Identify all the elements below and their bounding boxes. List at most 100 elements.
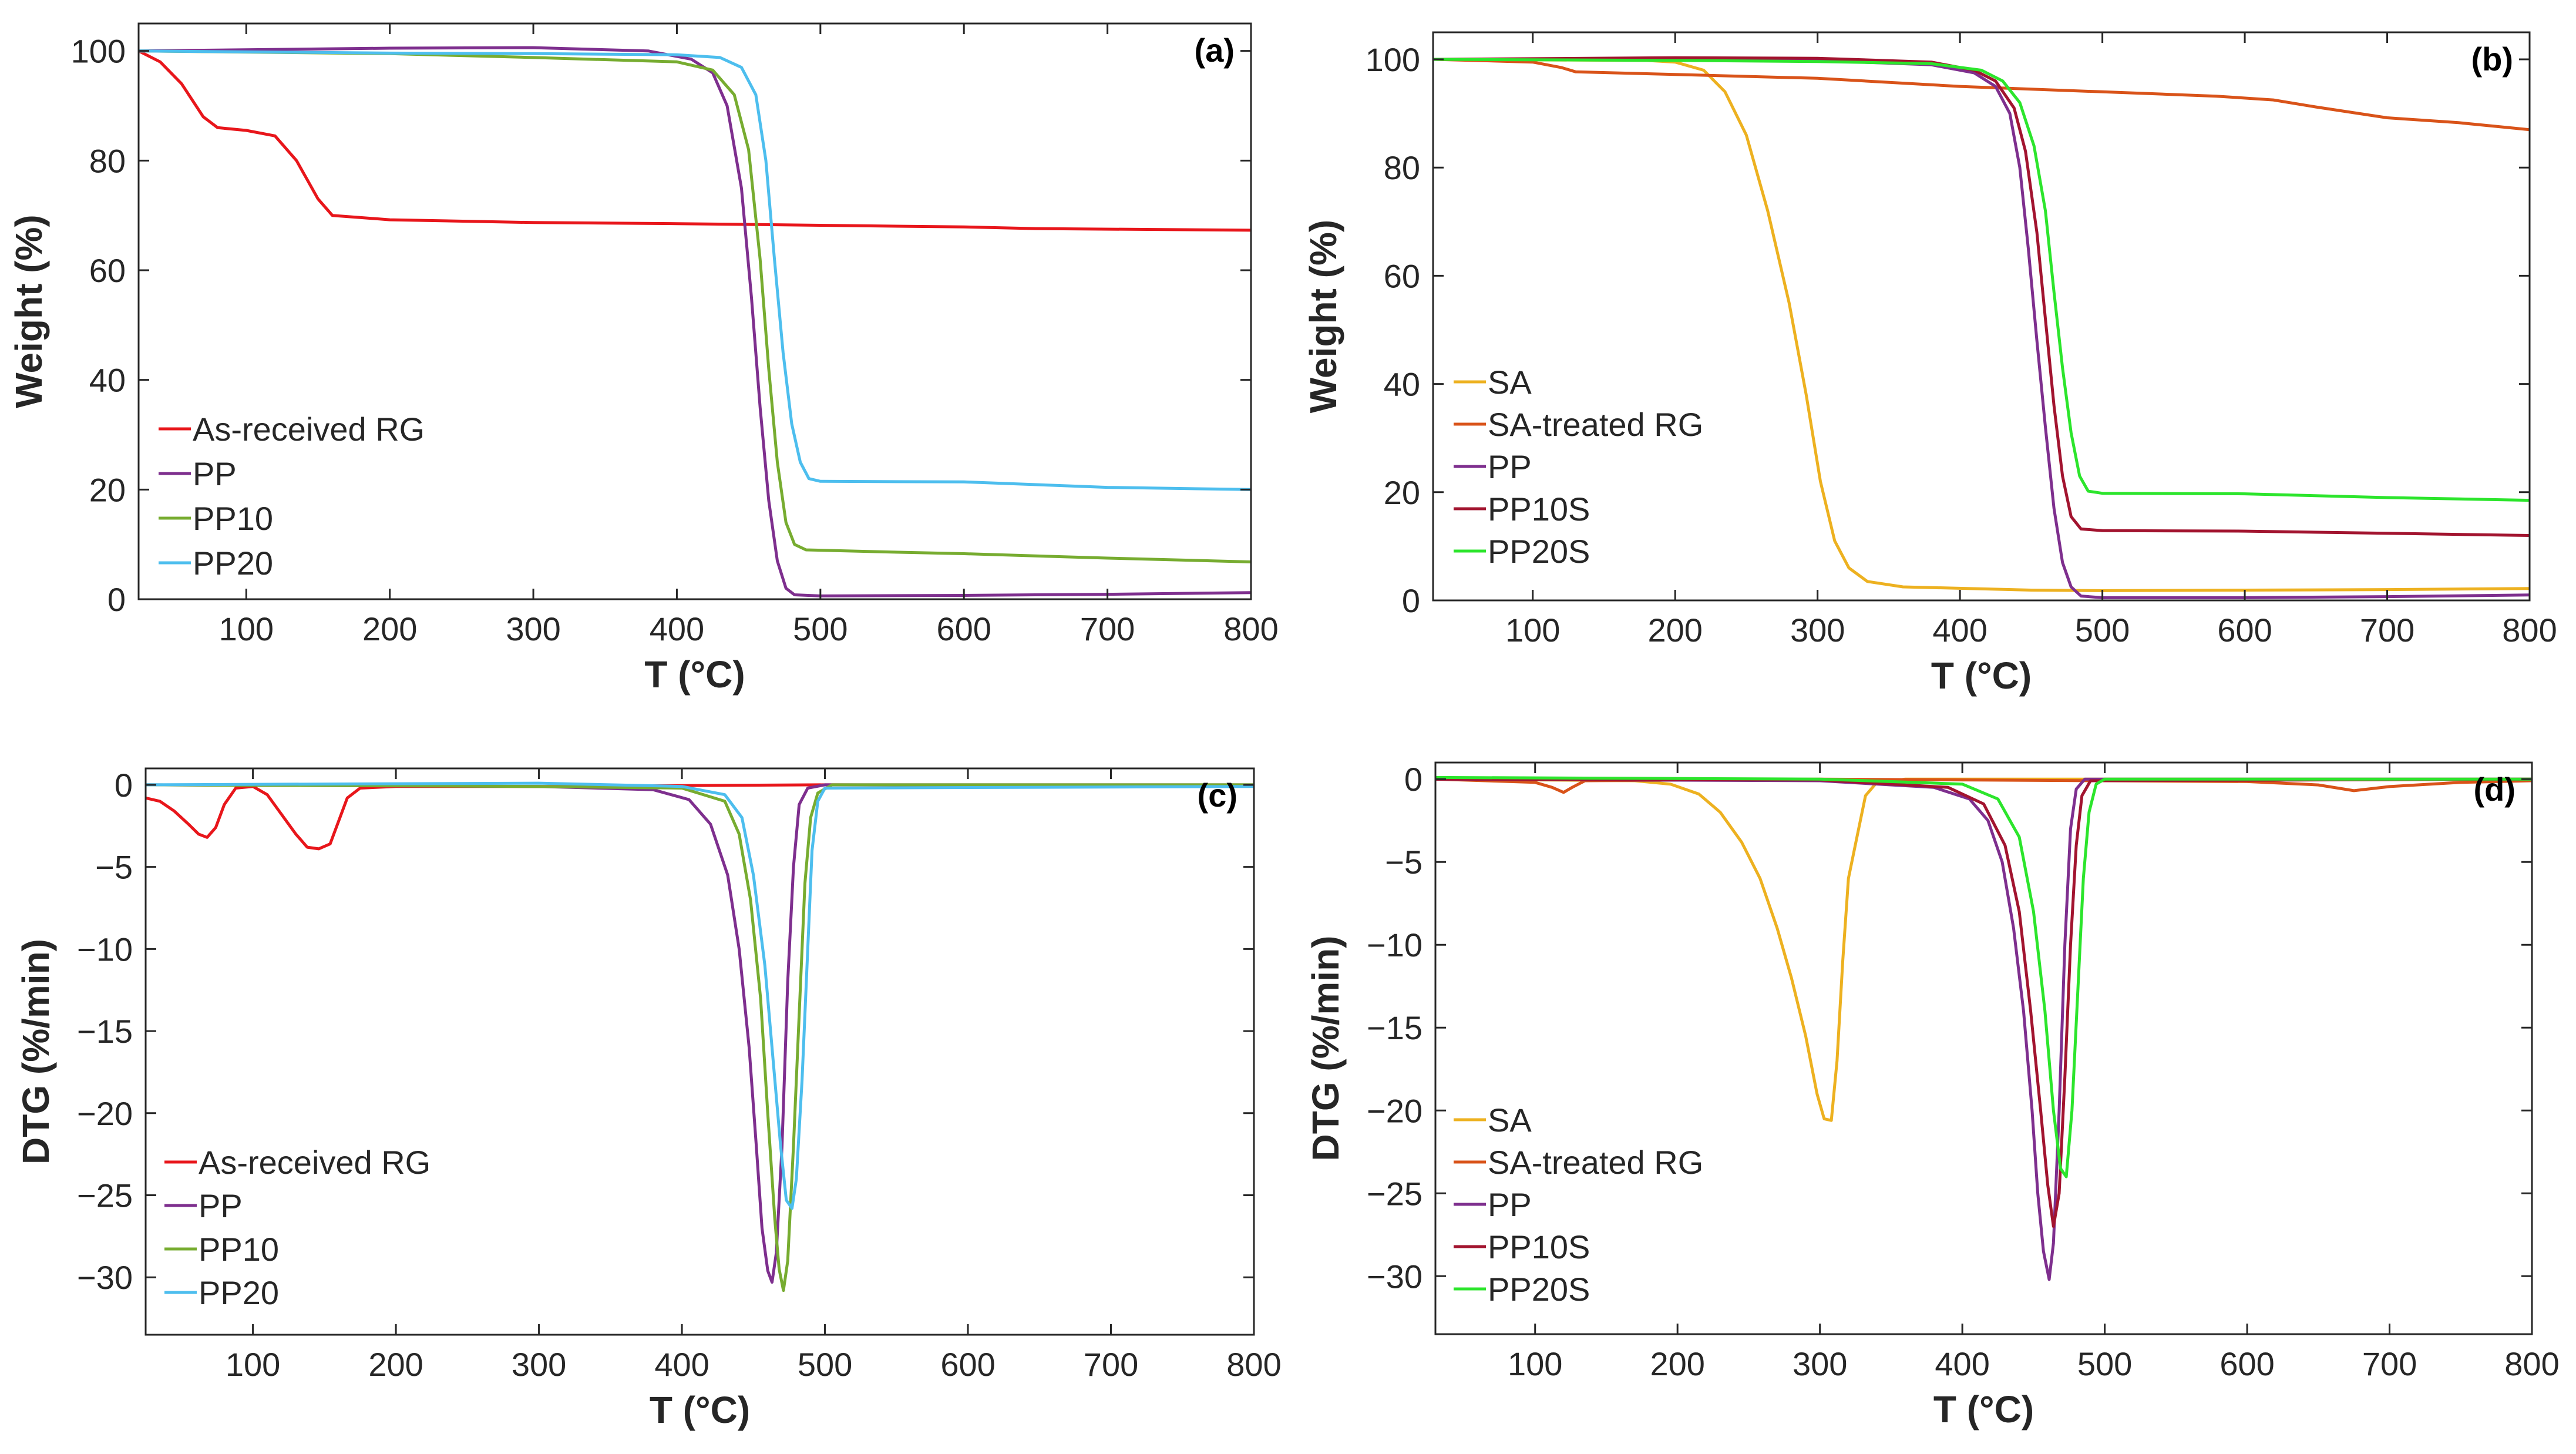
x-tick-label-b-6: 700 <box>2360 612 2414 649</box>
y-tick-label-c-6: 0 <box>115 767 133 804</box>
x-tick-label-d-1: 200 <box>1650 1345 1704 1382</box>
series-line-c-2 <box>146 783 1254 1292</box>
legend-label-c-0: As-received RG <box>199 1144 431 1181</box>
series-line-b-3 <box>1433 56 2530 537</box>
y-tick-label-a-1: 20 <box>89 471 126 508</box>
y-axis-label-a: Weight (%) <box>8 214 50 408</box>
legend-label-d-1: SA-treated RG <box>1488 1144 1703 1181</box>
series-line-d-4 <box>1435 775 2532 1178</box>
x-tick-label-b-4: 500 <box>2075 612 2130 649</box>
legend-label-b-3: PP10S <box>1488 491 1590 528</box>
panel-b: 100 200 300 400 500 600 700 800 0 20 40 60 80 100 T (°… <box>1302 31 2557 697</box>
x-tick-label-a-0: 100 <box>219 610 274 647</box>
y-tick-label-c-5: −5 <box>95 849 133 886</box>
x-tick-label-c-2: 300 <box>512 1346 566 1383</box>
series-line-a-0 <box>139 49 1251 232</box>
legend-label-b-4: PP20S <box>1488 533 1590 570</box>
x-tick-label-a-3: 400 <box>650 610 704 647</box>
x-tick-label-c-0: 100 <box>226 1346 280 1383</box>
legend-label-a-3: PP20 <box>193 545 273 582</box>
x-tick-label-d-7: 800 <box>2504 1345 2559 1382</box>
panel-tag-d: (d) <box>2473 771 2516 808</box>
x-tick-label-b-5: 600 <box>2217 612 2272 649</box>
x-tick-label-b-3: 400 <box>1932 612 1987 649</box>
y-tick-label-c-0: −30 <box>77 1259 133 1296</box>
y-tick-label-b-4: 80 <box>1384 149 1420 186</box>
series-line-d-1 <box>1435 777 2532 794</box>
x-tick-label-d-4: 500 <box>2077 1345 2132 1382</box>
y-axis-label-b: Weight (%) <box>1302 220 1344 413</box>
series-line-a-2 <box>139 49 1251 563</box>
series-line-d-3 <box>1435 777 2532 1228</box>
x-tick-label-c-3: 400 <box>654 1346 709 1383</box>
y-tick-label-b-1: 20 <box>1384 474 1420 511</box>
legend-label-b-1: SA-treated RG <box>1488 406 1703 443</box>
x-tick-label-c-1: 200 <box>368 1346 423 1383</box>
panel-c: 100 200 300 400 500 600 700 800 −30 −25 −20 −15 −10 −… <box>15 767 1282 1431</box>
y-tick-label-d-1: −25 <box>1367 1175 1422 1212</box>
x-axis-label-a: T (°C) <box>644 653 745 696</box>
x-axis-label-d: T (°C) <box>1933 1388 2034 1431</box>
y-tick-label-d-5: −5 <box>1385 844 1422 881</box>
x-tick-label-b-2: 300 <box>1790 612 1845 649</box>
panel-tag-a: (a) <box>1195 32 1235 69</box>
y-tick-label-c-1: −25 <box>77 1177 133 1214</box>
series-line-d-0 <box>1435 777 2532 1122</box>
series-line-b-0 <box>1433 58 2530 592</box>
series-line-b-1 <box>1433 58 2530 132</box>
series-line-c-3 <box>146 781 1254 1210</box>
legend-label-c-3: PP20 <box>199 1274 279 1311</box>
legend-label-c-2: PP10 <box>199 1231 279 1268</box>
legend-label-d-0: SA <box>1488 1102 1532 1139</box>
x-tick-label-a-4: 500 <box>793 610 848 647</box>
series-line-b-2 <box>1433 58 2530 599</box>
x-tick-label-d-0: 100 <box>1508 1345 1562 1382</box>
x-tick-label-c-6: 700 <box>1084 1346 1138 1383</box>
x-tick-label-c-4: 500 <box>798 1346 852 1383</box>
x-tick-label-b-1: 200 <box>1647 612 1702 649</box>
y-axis-label-d: DTG (%/min) <box>1304 936 1347 1161</box>
panel-tag-c: (c) <box>1198 777 1237 814</box>
y-tick-label-a-3: 60 <box>89 252 126 289</box>
plot-frame-a <box>137 22 1252 600</box>
panel-d: 100 200 300 400 500 600 700 800 −30 −25 −20 −15 −10 −… <box>1304 761 2560 1431</box>
y-tick-label-b-2: 40 <box>1384 366 1420 403</box>
y-tick-label-b-5: 100 <box>1366 41 1420 78</box>
x-tick-label-a-6: 700 <box>1080 610 1135 647</box>
x-tick-label-a-2: 300 <box>506 610 560 647</box>
legend-label-a-0: As-received RG <box>193 411 425 448</box>
series-line-c-1 <box>146 783 1254 1284</box>
x-tick-label-b-7: 800 <box>2502 612 2557 649</box>
y-tick-label-d-2: −20 <box>1367 1092 1422 1129</box>
series-line-a-1 <box>139 46 1251 597</box>
x-tick-label-d-3: 400 <box>1935 1345 1989 1382</box>
y-tick-label-b-3: 60 <box>1384 257 1420 294</box>
y-tick-label-c-2: −20 <box>77 1095 133 1132</box>
x-tick-label-d-5: 600 <box>2219 1345 2274 1382</box>
x-tick-label-b-0: 100 <box>1505 612 1560 649</box>
series-line-d-2 <box>1435 777 2532 1281</box>
x-tick-label-c-5: 600 <box>940 1346 995 1383</box>
legend-label-d-2: PP <box>1488 1186 1532 1223</box>
legend-label-b-2: PP <box>1488 448 1532 485</box>
legend-label-a-1: PP <box>193 455 237 492</box>
y-tick-label-a-2: 40 <box>89 362 126 399</box>
y-tick-label-a-5: 100 <box>71 33 126 70</box>
y-tick-label-c-4: −10 <box>77 931 133 968</box>
plot-frame-c <box>144 767 1255 1336</box>
y-tick-label-d-0: −30 <box>1367 1258 1422 1295</box>
y-tick-label-a-4: 80 <box>89 142 126 179</box>
x-tick-label-d-2: 300 <box>1793 1345 1847 1382</box>
plot-frame-d <box>1434 761 2533 1335</box>
legend-label-d-3: PP10S <box>1488 1228 1590 1265</box>
x-axis-label-b: T (°C) <box>1931 654 2032 697</box>
legend-label-a-2: PP10 <box>193 500 273 537</box>
series-line-a-3 <box>139 49 1251 491</box>
y-tick-label-d-4: −10 <box>1367 926 1422 963</box>
x-tick-label-a-1: 200 <box>362 610 417 647</box>
legend-label-c-1: PP <box>199 1187 243 1224</box>
y-axis-label-c: DTG (%/min) <box>15 939 57 1164</box>
y-tick-label-c-3: −15 <box>77 1013 133 1050</box>
y-tick-label-b-0: 0 <box>1402 582 1420 619</box>
